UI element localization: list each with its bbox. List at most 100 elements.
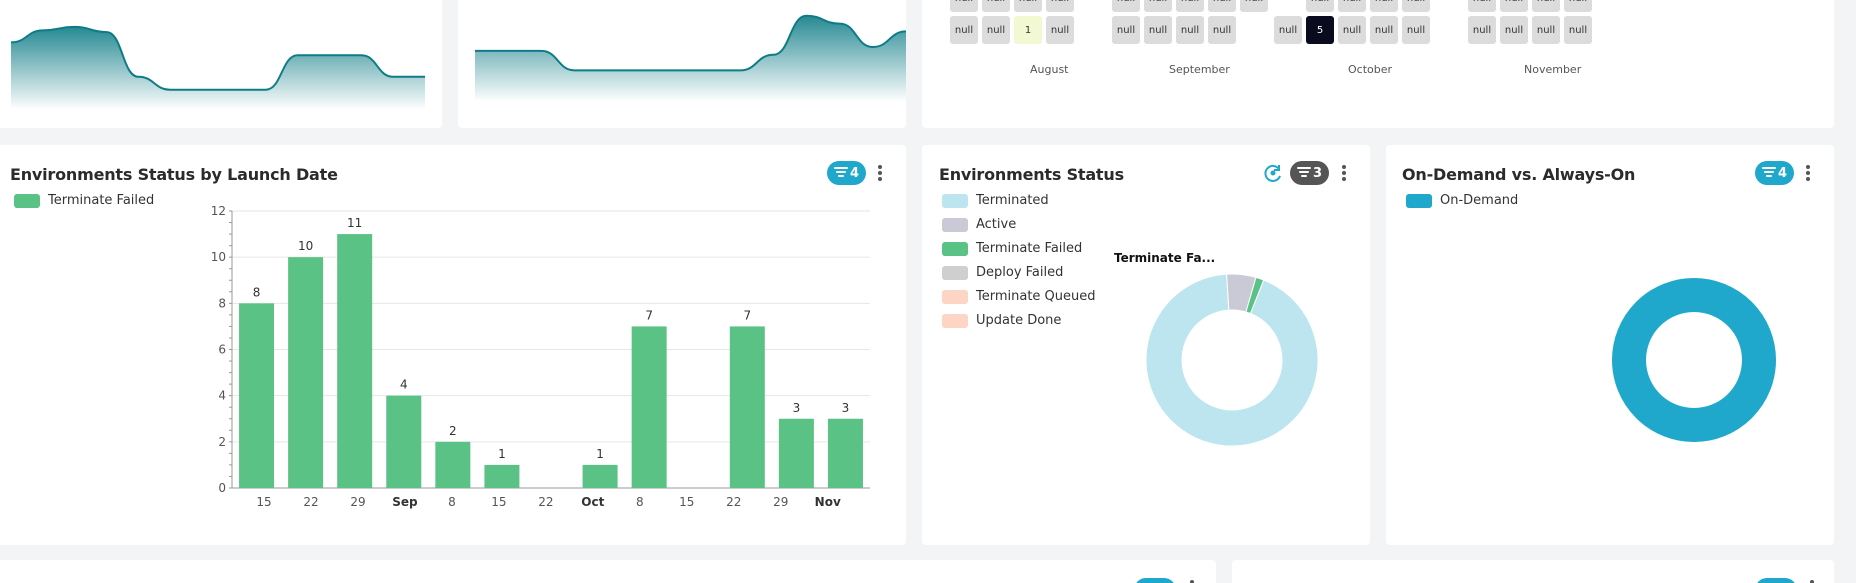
more-menu-icon[interactable] xyxy=(1187,578,1197,583)
calendar-day-cell[interactable]: null xyxy=(1402,0,1430,12)
y-tick-label: 12 xyxy=(211,204,226,218)
calendar-day-cell[interactable]: null xyxy=(1564,16,1592,44)
legend-item-on-demand[interactable]: On-Demand xyxy=(1406,193,1518,208)
calendar-day-cell[interactable]: null xyxy=(982,16,1010,44)
calendar-day-cell[interactable]: null xyxy=(1144,0,1172,12)
bar-data-label: 3 xyxy=(842,401,850,415)
bar[interactable] xyxy=(582,464,618,488)
bar-data-label: 4 xyxy=(400,378,408,392)
calendar-day-cell[interactable]: null xyxy=(1306,0,1334,12)
x-tick-label: Oct xyxy=(581,495,604,509)
legend-item[interactable]: Update Done xyxy=(942,313,1061,328)
legend-item-terminate-failed[interactable]: Terminate Failed xyxy=(14,193,154,208)
calendar-day-cell[interactable]: null xyxy=(1564,0,1592,12)
filter-count: 4 xyxy=(1778,165,1788,181)
calendar-day-cell[interactable]: null xyxy=(1500,16,1528,44)
calendar-day-cell[interactable]: null xyxy=(1208,0,1236,12)
bar[interactable] xyxy=(435,441,471,488)
donut-slice[interactable] xyxy=(1145,273,1319,447)
calendar-day-cell[interactable]: 1 xyxy=(1014,16,1042,44)
on-demand-card: On-Demand vs. Always-On 4 On-Demand xyxy=(1386,145,1834,545)
more-menu-icon[interactable] xyxy=(1339,163,1349,183)
filter-icon xyxy=(1762,167,1776,177)
calendar-day-cell[interactable]: null xyxy=(1500,0,1528,12)
legend-item[interactable]: Deploy Failed xyxy=(942,265,1063,280)
bar-data-label: 7 xyxy=(743,308,751,322)
bar[interactable] xyxy=(778,418,814,488)
bar[interactable] xyxy=(386,395,422,488)
calendar-day-cell[interactable]: null xyxy=(1240,0,1268,12)
env-status-card: Environments Status 3 Terminated Active Te… xyxy=(922,145,1370,545)
calendar-day-cell[interactable]: null xyxy=(1468,16,1496,44)
calendar-day-cell[interactable]: null xyxy=(1338,0,1366,12)
legend-item[interactable]: Terminate Failed xyxy=(942,241,1082,256)
legend-swatch xyxy=(942,265,968,280)
calendar-day-cell[interactable]: null xyxy=(1532,0,1560,12)
calendar-day-cell[interactable]: null xyxy=(1176,0,1204,12)
calendar-day-cell[interactable]: null xyxy=(1046,0,1074,12)
more-menu-icon[interactable] xyxy=(875,163,885,183)
legend-swatch xyxy=(14,193,40,208)
legend-item[interactable]: Active xyxy=(942,217,1016,232)
calendar-month-label: October xyxy=(1348,63,1393,76)
calendar-day-cell[interactable]: null xyxy=(950,0,978,12)
bar[interactable] xyxy=(484,464,520,488)
filter-count: 4 xyxy=(850,165,860,181)
area-chart-card-2 xyxy=(458,0,907,128)
on-demand-title: On-Demand vs. Always-On xyxy=(1402,165,1636,184)
calendar-day-cell[interactable]: null xyxy=(1468,0,1496,12)
calendar-day-cell[interactable]: null xyxy=(1274,16,1302,44)
legend-item[interactable]: Terminate Queued xyxy=(942,289,1096,304)
filter-icon xyxy=(1297,167,1311,177)
calendar-day-cell[interactable]: null xyxy=(950,16,978,44)
area-line xyxy=(10,25,425,91)
calendar-day-cell[interactable]: null xyxy=(1112,16,1140,44)
more-menu-icon[interactable] xyxy=(1803,163,1813,183)
calendar-day-cell[interactable]: null xyxy=(1208,16,1236,44)
bar[interactable] xyxy=(288,257,324,488)
calendar-day-cell[interactable]: null xyxy=(982,0,1010,12)
filter-badge[interactable]: 4 xyxy=(1755,161,1795,185)
legend-swatch xyxy=(942,241,968,256)
calendar-day-cell[interactable]: null xyxy=(1112,0,1140,12)
y-tick-label: 4 xyxy=(218,389,226,403)
calendar-day-cell[interactable]: null xyxy=(1176,16,1204,44)
calendar-day-cell[interactable]: null xyxy=(1532,16,1560,44)
calendar-day-cell[interactable]: null xyxy=(1338,16,1366,44)
donut-slice[interactable] xyxy=(1612,278,1776,442)
calendar-day-cell[interactable]: null xyxy=(1370,0,1398,12)
bar-data-label: 1 xyxy=(498,447,506,461)
bar[interactable] xyxy=(827,418,863,488)
area-fill xyxy=(475,15,906,100)
on-demand-donut xyxy=(1612,278,1776,442)
bottom-card-left xyxy=(0,560,1216,583)
bar[interactable] xyxy=(631,326,667,488)
bar[interactable] xyxy=(337,234,373,488)
calendar-day-cell[interactable]: 5 xyxy=(1306,16,1334,44)
filter-count: 3 xyxy=(1313,165,1323,181)
filter-badge[interactable] xyxy=(1755,578,1797,583)
calendar-day-cell[interactable]: null xyxy=(1014,0,1042,12)
filter-icon xyxy=(834,167,848,177)
x-tick-label: 22 xyxy=(538,495,553,509)
sync-icon[interactable] xyxy=(1262,162,1284,184)
calendar-day-cell[interactable]: null xyxy=(1402,16,1430,44)
env-status-title: Environments Status xyxy=(939,165,1124,184)
bar[interactable] xyxy=(729,326,765,488)
more-menu-icon[interactable] xyxy=(1807,578,1817,583)
donut-hover-label: Terminate Fa... xyxy=(1114,251,1216,265)
calendar-day-cell[interactable]: null xyxy=(1370,16,1398,44)
donut-slice[interactable] xyxy=(1245,276,1265,315)
filter-badge[interactable]: 3 xyxy=(1290,161,1330,185)
legend-item[interactable]: Terminated xyxy=(942,193,1049,208)
bar[interactable] xyxy=(239,303,275,488)
calendar-day-cell[interactable]: null xyxy=(1144,16,1172,44)
filter-badge[interactable]: 4 xyxy=(827,161,867,185)
x-tick-label: 29 xyxy=(773,495,788,509)
env-status-donut xyxy=(1145,273,1319,447)
legend-label: Terminate Failed xyxy=(48,193,155,208)
area-line xyxy=(475,14,907,72)
calendar-day-cell[interactable]: null xyxy=(1046,16,1074,44)
filter-badge[interactable] xyxy=(1134,578,1176,583)
